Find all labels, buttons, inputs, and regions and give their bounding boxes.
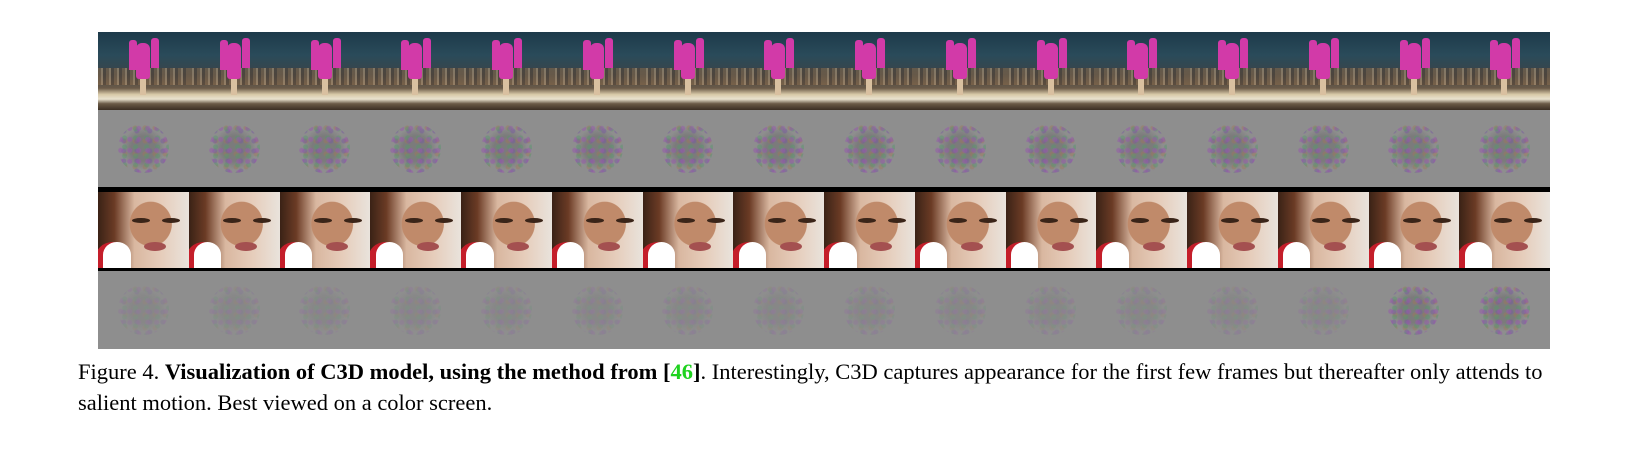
video-frame xyxy=(1096,32,1187,110)
video-frame xyxy=(370,192,461,268)
video-frame xyxy=(1277,271,1369,349)
video-frame xyxy=(1277,110,1369,187)
video-frame xyxy=(1187,192,1278,268)
video-frame xyxy=(461,271,552,349)
video-frame xyxy=(733,271,824,349)
video-frame xyxy=(98,192,189,268)
citation-link[interactable]: 46 xyxy=(670,359,694,384)
caption-body: . Interestingly, C3D captures appearance… xyxy=(78,359,1543,415)
row-divider xyxy=(98,268,1550,271)
video-frame xyxy=(279,32,371,110)
video-frame xyxy=(1368,110,1460,187)
video-frame xyxy=(1187,32,1278,110)
row-divider xyxy=(98,187,1550,192)
video-frame xyxy=(188,271,280,349)
video-frame xyxy=(1277,32,1369,110)
video-frame xyxy=(1459,110,1550,187)
video-frame xyxy=(551,32,643,110)
video-frame xyxy=(461,110,552,187)
video-frame xyxy=(188,110,280,187)
video-frame xyxy=(1368,192,1460,268)
video-frame xyxy=(642,271,734,349)
video-frame xyxy=(824,192,915,268)
gymnast-visualization-row xyxy=(98,110,1550,187)
caption-title: Visualization of C3D model, using the me… xyxy=(164,359,658,384)
video-frame xyxy=(1459,271,1550,349)
video-frame xyxy=(824,32,915,110)
video-frame xyxy=(1459,32,1550,110)
video-frame xyxy=(370,271,461,349)
video-frame xyxy=(733,32,824,110)
video-frame xyxy=(642,110,734,187)
bracket-open: [ xyxy=(663,359,671,384)
video-frame xyxy=(824,271,915,349)
video-frame xyxy=(824,110,915,187)
caption-label: Figure 4. xyxy=(78,359,160,384)
makeup-visualization-row xyxy=(98,271,1550,349)
video-frame xyxy=(1096,192,1187,268)
video-frame xyxy=(914,271,1006,349)
figure-image xyxy=(98,32,1550,369)
video-frame xyxy=(1005,192,1097,268)
video-frame xyxy=(461,32,552,110)
video-frame xyxy=(1005,32,1097,110)
video-frame xyxy=(188,32,280,110)
makeup-frames-row xyxy=(98,192,1550,268)
video-frame xyxy=(733,110,824,187)
video-frame xyxy=(370,110,461,187)
video-frame xyxy=(279,192,371,268)
video-frame xyxy=(1096,110,1187,187)
video-frame xyxy=(461,192,552,268)
video-frame xyxy=(370,32,461,110)
video-frame xyxy=(98,110,189,187)
video-frame xyxy=(188,192,280,268)
video-frame xyxy=(1368,271,1460,349)
video-frame xyxy=(642,32,734,110)
video-frame xyxy=(1005,110,1097,187)
video-frame xyxy=(914,192,1006,268)
video-frame xyxy=(914,32,1006,110)
video-frame xyxy=(642,192,734,268)
video-frame xyxy=(551,110,643,187)
video-frame xyxy=(1277,192,1369,268)
video-frame xyxy=(1005,271,1097,349)
gymnast-frames-row xyxy=(98,32,1550,110)
figure-caption: Figure 4. Visualization of C3D model, us… xyxy=(78,356,1578,418)
video-frame xyxy=(914,110,1006,187)
video-frame xyxy=(1368,32,1460,110)
video-frame xyxy=(1096,271,1187,349)
video-frame xyxy=(733,192,824,268)
video-frame xyxy=(98,271,189,349)
video-frame xyxy=(551,192,643,268)
video-frame xyxy=(98,32,189,110)
video-frame xyxy=(279,110,371,187)
video-frame xyxy=(1187,271,1278,349)
video-frame xyxy=(279,271,371,349)
bracket-close: ] xyxy=(693,359,701,384)
video-frame xyxy=(551,271,643,349)
video-frame xyxy=(1459,192,1550,268)
video-frame xyxy=(1187,110,1278,187)
